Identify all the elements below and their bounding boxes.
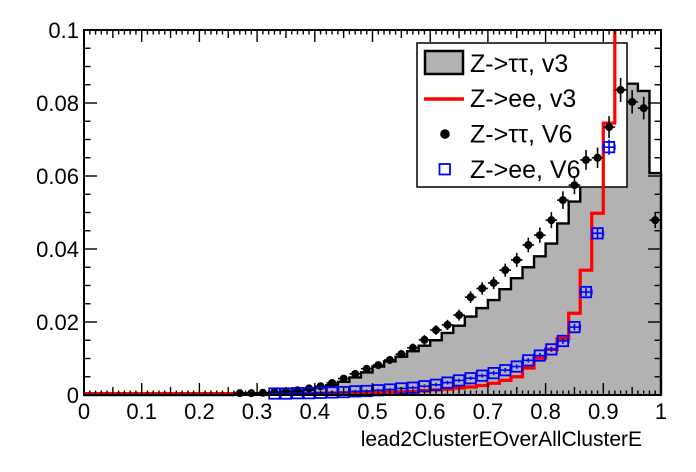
data-point-square (556, 334, 570, 348)
x-axis-title: lead2ClusterEOverAllClusterE (361, 428, 642, 451)
axes-layer (83, 29, 662, 396)
y-tick-label: 0.04 (36, 237, 79, 262)
data-point-square (487, 366, 500, 380)
data-point-circle (374, 361, 383, 370)
data-point-square (499, 364, 512, 377)
legend-swatch-filled-gray (423, 49, 465, 76)
data-point-circle (420, 335, 429, 344)
x-tick-label: 0.2 (184, 399, 215, 424)
y-tick-label: 0.06 (36, 164, 79, 189)
data-point-circle (489, 278, 498, 287)
data-point-circle (547, 216, 556, 225)
data-point-square (522, 354, 535, 367)
data-point-circle (455, 311, 464, 320)
data-point-circle (339, 374, 348, 383)
data-point-circle (431, 326, 440, 335)
tick-label-layer: 0 0.1 0.2 0.3 0.4 0.5 0.6 0.7 0.8 0.9 1 0 0.02 0.04 0.… (36, 18, 667, 424)
data-point-square (533, 349, 546, 362)
y-tick-label: 0.08 (36, 91, 79, 116)
data-point-circle (570, 181, 579, 190)
x-tick-label: 0.6 (415, 399, 446, 424)
data-point-circle (628, 97, 637, 106)
ztautau-v3-filled-area (84, 83, 661, 395)
data-point-square (476, 369, 489, 382)
data-point-circle (316, 382, 325, 391)
data-point-circle (535, 231, 544, 240)
data-point-circle (593, 153, 602, 162)
data-point-circle (328, 378, 337, 387)
data-point-circle (501, 266, 510, 275)
data-point-circle (558, 196, 567, 205)
data-point-circle (512, 255, 521, 264)
data-point-square (568, 321, 581, 334)
data-point-circle (385, 355, 394, 364)
legend-swatch-filled-circle-icon (440, 129, 450, 139)
data-point-circle (639, 104, 648, 113)
data-point-circle (524, 240, 533, 249)
y-tick-label: 0.1 (48, 18, 79, 43)
data-point-circle (581, 155, 590, 164)
data-point-circle (605, 123, 614, 132)
data-point-circle (443, 320, 452, 329)
legend-label-zee-v6: Z->ee, V6 (470, 156, 580, 184)
legend-label-zee-v3: Z->ee, v3 (470, 85, 576, 113)
data-point-circle (408, 343, 417, 352)
x-tick-label: 0.3 (242, 399, 273, 424)
x-tick-label: 0.4 (300, 399, 331, 424)
data-point-square (602, 141, 616, 154)
data-point-circle (397, 350, 406, 359)
x-tick-label: 0.8 (530, 399, 561, 424)
y-tick-label: 0 (67, 383, 79, 408)
legend-label-ztautau-v3: Z->ττ, v3 (470, 50, 568, 78)
x-tick-label: 0.1 (126, 399, 157, 424)
data-point-circle (362, 364, 371, 373)
x-tick-label: 0.5 (357, 399, 388, 424)
data-point-square (579, 285, 593, 299)
data-point-circle (478, 284, 487, 293)
data-point-circle (651, 216, 660, 225)
data-point-circle (616, 85, 625, 94)
x-tick-label: 0 (78, 399, 90, 424)
x-tick-label: 0.7 (473, 399, 504, 424)
data-point-circle (466, 293, 475, 302)
data-point-square (591, 227, 604, 240)
data-point-square (510, 360, 523, 373)
data-point-square (464, 372, 477, 385)
legend-label-ztautau-v6: Z->ττ, V6 (470, 121, 572, 149)
x-tick-label: 1 (655, 399, 667, 424)
y-tick-label: 0.02 (36, 310, 79, 335)
x-tick-label: 0.9 (588, 399, 619, 424)
legend-swatch-open-square-icon (438, 163, 451, 176)
legend: Z->ττ, v3 Z->ee, v3 Z->ττ, V6 Z->ee, V6 (416, 42, 628, 188)
data-point-square (545, 343, 558, 356)
data-point-circle (351, 369, 360, 378)
